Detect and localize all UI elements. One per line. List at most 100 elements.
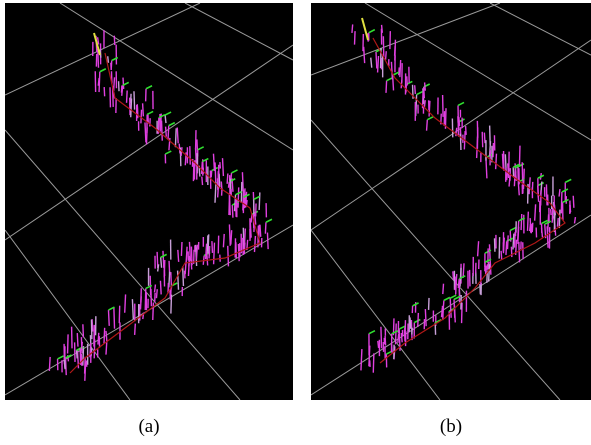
point-stroke [85,357,86,374]
point-stroke [489,264,490,282]
point-stroke [361,349,362,370]
point-stroke [559,210,560,228]
point-stroke [68,334,69,353]
point-stroke [396,323,397,344]
point-stroke [211,171,212,178]
point-stroke [141,110,142,124]
point-stroke [245,229,246,244]
point-stroke [66,358,67,375]
point-stroke [164,265,165,276]
point-stroke [260,225,261,237]
point-stroke [86,360,87,366]
point-stroke [229,193,230,215]
point-stroke [158,264,159,271]
point-stroke [108,56,109,63]
point-stroke [267,233,268,250]
point-stroke [238,187,239,207]
point-stroke [518,221,519,241]
point-stroke [132,299,133,319]
point-stroke [424,100,425,107]
point-stroke [131,98,132,117]
point-stroke [49,357,50,371]
point-stroke [259,192,260,210]
point-stroke [106,331,107,342]
point-stroke [156,289,157,298]
point-stroke [530,224,531,231]
point-stroke [554,213,555,232]
point-stroke [98,78,99,86]
point-stroke [484,133,485,144]
point-stroke [215,182,216,203]
point-stroke [207,252,208,266]
point-stroke [188,256,189,276]
caption: (a) [138,416,159,437]
point-stroke [400,60,401,77]
point-stroke [399,67,400,75]
point-stroke [111,61,112,71]
point-stroke [376,52,377,69]
panel-a [5,3,293,400]
point-stroke [401,333,402,342]
point-stroke [531,224,532,234]
point-stroke [382,25,383,33]
point-stroke [104,328,105,344]
point-stroke [213,154,214,171]
point-stroke [135,324,136,335]
point-stroke [244,243,245,255]
point-stroke [410,317,411,328]
point-stroke [168,126,169,140]
point-stroke [255,213,256,224]
point-stroke [513,234,514,250]
point-stroke [223,158,224,176]
point-stroke [559,189,560,196]
point-stroke [453,271,454,280]
point-stroke [178,250,179,262]
point-stroke [392,344,393,353]
point-stroke [355,31,356,45]
point-stroke [502,154,503,169]
point-stroke [81,354,82,366]
point-stroke [229,224,230,245]
point-stroke [83,346,84,366]
point-stroke [373,353,374,372]
point-stroke [145,122,146,142]
point-stroke [106,342,107,354]
point-stroke [219,174,220,187]
point-stroke [415,85,416,94]
point-stroke [352,24,353,32]
point-stroke [398,334,399,343]
point-stroke [242,172,243,191]
point-stroke [161,257,162,267]
point-stroke [265,222,266,233]
point-stroke [427,120,428,131]
point-stroke [460,134,461,150]
point-stroke [160,281,161,295]
point-stroke [507,172,508,180]
figure: (a) (b) [0,0,591,445]
point-stroke [570,205,571,212]
point-stroke [561,192,562,213]
point-stroke [212,241,213,253]
point-stroke [573,196,574,208]
point-stroke [134,91,135,109]
point-stroke [535,204,536,220]
point-stroke [127,91,128,103]
point-stroke [378,341,379,348]
point-stroke [528,212,529,231]
panel-background [5,3,293,400]
point-stroke [547,226,548,247]
point-stroke [77,333,78,347]
point-stroke [480,284,481,294]
point-stroke [521,214,522,230]
point-stroke [76,350,77,358]
point-stroke [424,87,425,98]
point-stroke [114,307,115,329]
point-stroke [459,281,460,288]
point-stroke [519,242,520,263]
point-stroke [386,81,387,93]
point-stroke [443,284,444,294]
point-stroke [125,294,126,312]
point-stroke [227,173,228,183]
point-stroke [208,234,209,253]
point-stroke [378,56,379,73]
